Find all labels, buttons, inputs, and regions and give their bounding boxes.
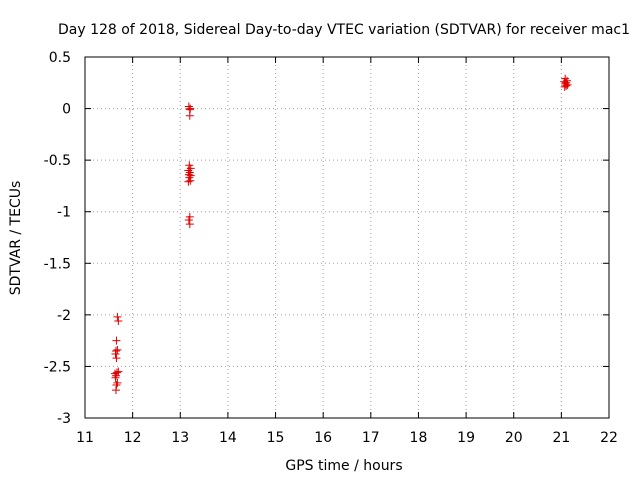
y-tick-label: -0.5: [44, 153, 71, 169]
x-tick-label: 20: [505, 430, 523, 446]
x-tick-label: 19: [457, 430, 475, 446]
y-tick-label: -2.5: [44, 359, 71, 375]
data-point: [112, 354, 121, 363]
x-tick-label: 21: [552, 430, 570, 446]
y-tick-label: -1.5: [44, 256, 71, 272]
chart-title: Day 128 of 2018, Sidereal Day-to-day VTE…: [58, 22, 630, 38]
grid-lines: [85, 57, 609, 418]
data-point: [114, 317, 123, 326]
y-tick-labels: 0.5 0 -0.5 -1 -1.5 -2 -2.5 -3: [44, 50, 71, 427]
data-points: [111, 74, 572, 395]
x-tick-label: 13: [171, 430, 189, 446]
data-point: [113, 378, 122, 387]
data-point: [113, 345, 122, 354]
data-point: [113, 312, 122, 321]
x-tick-labels: 11 12 13 14 15 16 17 18 19 20 21 22: [76, 430, 618, 446]
data-point: [111, 386, 120, 395]
data-point: [185, 220, 194, 229]
x-tick-label: 11: [76, 430, 94, 446]
data-point: [185, 111, 194, 120]
x-tick-label: 12: [124, 430, 142, 446]
x-tick-label: 22: [600, 430, 618, 446]
data-point: [114, 367, 123, 376]
y-tick-label: 0: [62, 102, 71, 118]
y-tick-label: 0.5: [49, 50, 71, 66]
data-point: [112, 336, 121, 345]
y-tick-label: -3: [57, 411, 71, 427]
x-axis-label: GPS time / hours: [285, 458, 402, 474]
data-point: [186, 176, 195, 185]
data-point: [560, 82, 569, 91]
plot-frame: [84, 56, 610, 419]
data-point: [186, 104, 195, 113]
axis-ticks: [84, 56, 610, 419]
y-axis-label: SDTVAR / TECUs: [8, 181, 24, 296]
data-point: [111, 373, 120, 382]
x-tick-label: 15: [267, 430, 285, 446]
x-tick-label: 14: [219, 430, 237, 446]
data-point: [184, 177, 193, 186]
data-point: [184, 215, 193, 224]
x-tick-label: 17: [362, 430, 380, 446]
x-tick-label: 16: [314, 430, 332, 446]
data-point: [111, 350, 120, 359]
y-tick-label: -2: [57, 308, 71, 324]
x-tick-label: 18: [410, 430, 428, 446]
y-tick-label: -1: [57, 205, 71, 221]
data-point: [562, 81, 571, 90]
